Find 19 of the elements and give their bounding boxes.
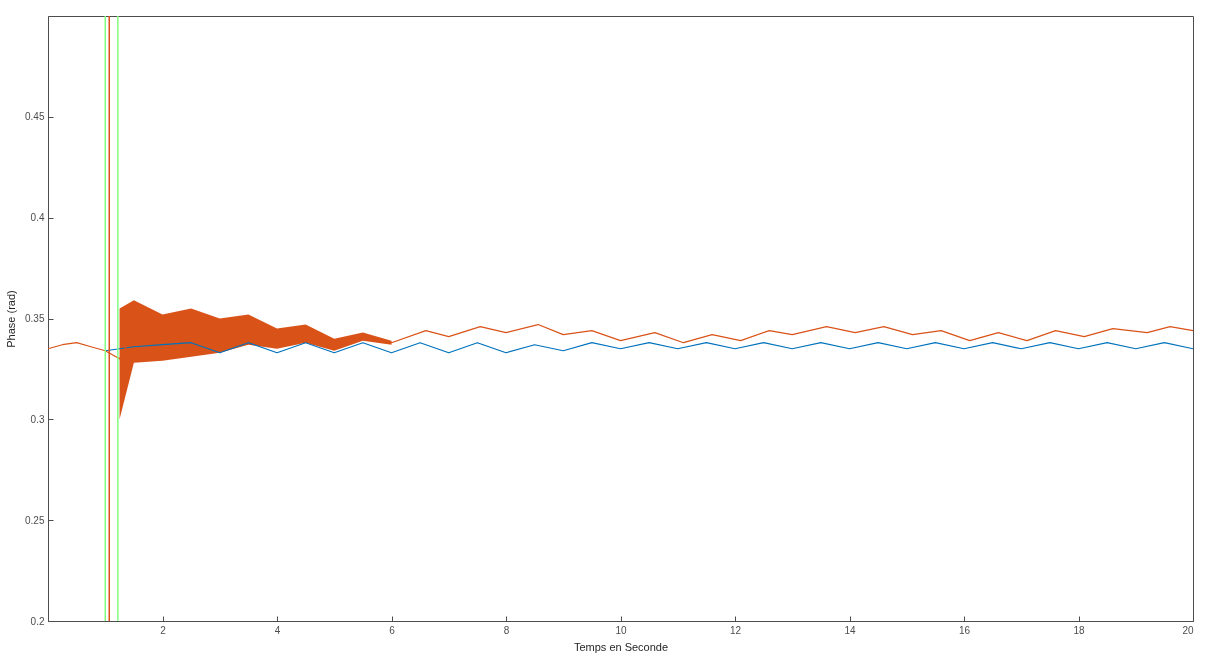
x-tick-label: 20 [1182, 624, 1194, 636]
x-tick-label: 2 [160, 624, 167, 636]
y-axis-title: Phase (rad) [5, 290, 18, 348]
y-tick-label: 0.35 [25, 313, 45, 324]
y-tick-label: 0.3 [30, 413, 45, 425]
x-axis-title: Temps en Seconde [573, 640, 669, 653]
y-tick-label: 0.45 [25, 111, 45, 123]
y-tick-label: 0.2 [30, 615, 45, 627]
x-tick-label: 10 [615, 624, 627, 636]
x-tick-label: 6 [389, 624, 396, 636]
y-tick-label: 0.4 [30, 212, 45, 224]
y-tick-label: 0.25 [25, 514, 45, 526]
x-tick-label: 14 [844, 624, 856, 636]
x-tick-label: 4 [274, 624, 281, 636]
x-tick-label: 16 [958, 624, 971, 636]
x-tick-label: 8 [503, 624, 510, 636]
x-tick-label: 12 [729, 624, 742, 636]
line-series [104, 342, 1194, 354]
x-tick-label: 18 [1073, 624, 1085, 636]
